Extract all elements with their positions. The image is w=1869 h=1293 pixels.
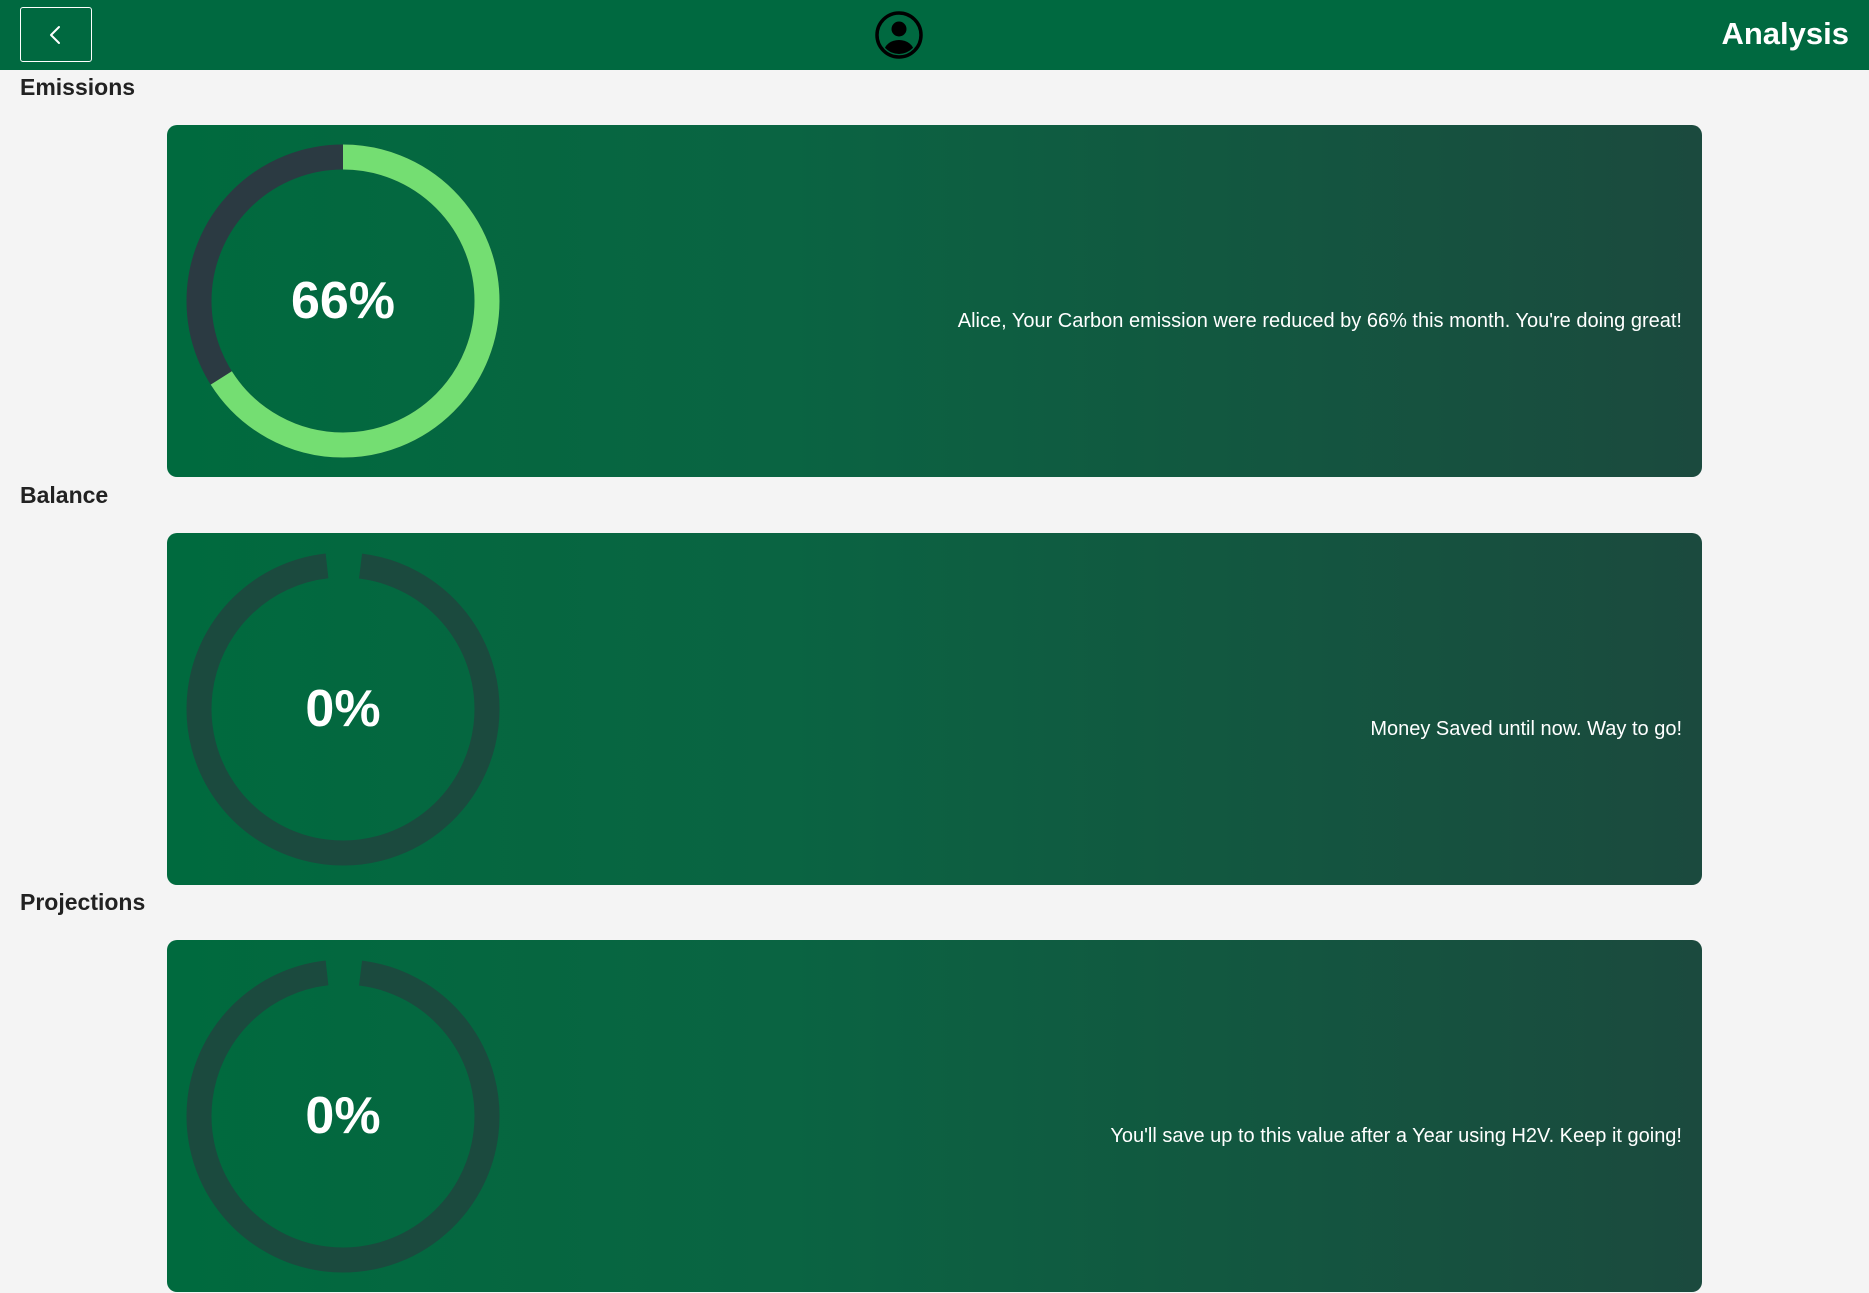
section-title-balance: Balance <box>20 482 109 508</box>
emissions-message: Alice, Your Carbon emission were reduced… <box>957 309 1682 332</box>
chevron-left-icon <box>50 25 60 44</box>
progress-track <box>186 959 500 1273</box>
page-title: Analysis <box>1721 16 1849 51</box>
back-button[interactable] <box>20 7 92 62</box>
emissions-percent-value: 66% <box>290 272 396 330</box>
section-title-projections: Projections <box>20 889 146 915</box>
emissions-progress-ring: 66% <box>185 143 501 459</box>
balance-card: 0% Money Saved until now. Way to go! <box>167 533 1702 885</box>
section-title-emissions: Emissions <box>20 74 136 100</box>
progress-track <box>186 552 500 866</box>
user-circle-icon <box>875 11 923 59</box>
projections-percent-value: 0% <box>305 1087 381 1145</box>
balance-percent-value: 0% <box>305 680 381 738</box>
progress-arc <box>186 144 500 458</box>
top-app-bar: Analysis <box>0 0 1869 70</box>
balance-ring-graphic <box>186 552 500 866</box>
balance-message: Money Saved until now. Way to go! <box>1370 717 1682 740</box>
projections-message: You'll save up to this value after a Yea… <box>1110 1124 1682 1147</box>
emissions-card: 66% Alice, Your Carbon emission were red… <box>167 125 1702 477</box>
profile-button[interactable] <box>874 10 924 60</box>
projections-card: 0% You'll save up to this value after a … <box>167 940 1702 1292</box>
projections-progress-ring: 0% <box>185 958 501 1274</box>
projections-ring-graphic <box>186 959 500 1273</box>
emissions-ring-graphic <box>186 144 500 458</box>
balance-progress-ring: 0% <box>185 551 501 867</box>
